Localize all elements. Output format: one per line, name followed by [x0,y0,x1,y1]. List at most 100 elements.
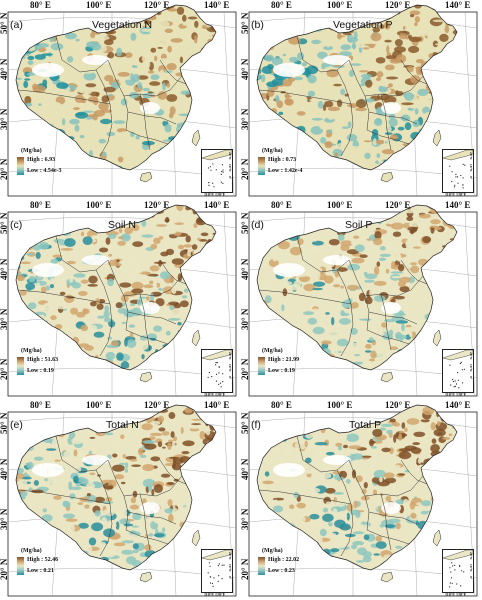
raster-cell [325,487,336,494]
latitude-tick: 30° N [240,108,250,130]
raster-cell [149,265,160,272]
raster-cell [115,302,123,309]
raster-cell [90,32,96,39]
raster-cell [84,316,90,325]
inset-island [223,564,225,566]
panel-title: Vegetation N [92,19,153,31]
legend-unit: (Mg/ha) [21,548,42,554]
raster-cell [278,111,284,115]
raster-cell [152,228,165,235]
raster-cell [71,282,82,289]
inset-island [220,173,222,175]
raster-cell [391,261,396,268]
inset-island [221,578,223,580]
raster-cell [88,537,97,546]
raster-cell [108,233,117,240]
raster-cell [350,342,359,352]
island [191,529,201,547]
raster-cell [105,496,113,502]
raster-cell [126,556,137,565]
raster-cell [420,510,429,515]
raster-cell [273,249,278,259]
raster-cell [103,549,117,558]
raster-cell [439,33,449,43]
raster-cell [343,444,348,449]
raster-cell [55,305,69,310]
raster-cell [124,5,134,6]
raster-cell [186,42,197,47]
raster-cell [316,88,326,95]
province-border [364,475,424,497]
province-border [123,475,183,497]
province-border [258,489,352,505]
raster-cell [257,408,264,411]
raster-cell [363,534,370,541]
raster-cell [170,431,175,438]
raster-cell [173,458,184,464]
raster-cell [149,280,154,285]
raster-cell [45,448,57,451]
country-border [15,4,217,171]
raster-cell [319,123,329,130]
raster-cell [205,429,211,436]
south-china-sea-inset [201,149,233,193]
raster-cell [176,6,185,15]
raster-cell [110,340,120,347]
raster-cell [340,44,352,51]
raster-cell [358,292,366,302]
raster-cell [312,524,324,528]
raster-cell [329,533,337,536]
raster-cell [130,32,137,42]
inset-island [208,182,210,184]
raster-cell [423,28,432,37]
raster-cell [347,121,352,129]
inset-latitude-label: 10°N [228,564,232,572]
raster-cell [311,251,321,254]
raster-cell [67,524,76,533]
raster-cell [374,440,383,444]
raster-cell [389,418,396,423]
raster-cell [359,70,369,73]
raster-cell [16,205,23,206]
raster-cell [284,98,292,106]
raster-cell [289,246,302,256]
raster-cell [388,118,398,127]
raster-cell [356,560,365,563]
raster-cell [16,274,23,281]
country-border [256,4,458,171]
raster-cell [313,237,317,242]
raster-cell [353,500,358,509]
raster-cell [54,285,58,294]
raster-cell [430,444,440,453]
raster-cell [296,261,306,265]
raster-cell [118,228,123,233]
inset-island [455,173,457,175]
inset-latitude-label: 0° [469,376,473,380]
raster-cell [20,261,32,265]
raster-cell [120,77,133,81]
raster-cell [75,111,89,119]
inset-island [462,184,464,186]
raster-cell [272,505,284,513]
raster-cell [296,111,306,116]
raster-cell [146,296,150,301]
province-border [400,59,428,85]
raster-cell [16,79,21,83]
raster-cell [396,253,402,262]
raster-cell [171,308,183,317]
raster-cell [78,291,88,296]
raster-cell [408,34,412,39]
raster-cell [373,266,380,276]
raster-cell [171,285,177,295]
raster-cell [47,475,59,485]
raster-cell [354,354,361,357]
raster-cell [333,324,340,329]
raster-cell [138,296,147,299]
inset-island [455,176,457,178]
raster-cell [371,560,382,564]
raster-cell [84,504,90,509]
raster-cell [361,134,365,137]
legend: (Mg/ha) High : 52.46 Low : 0.21 [17,548,97,588]
legend-low: Low : 0.23 [268,568,295,574]
inset-island [220,181,222,183]
